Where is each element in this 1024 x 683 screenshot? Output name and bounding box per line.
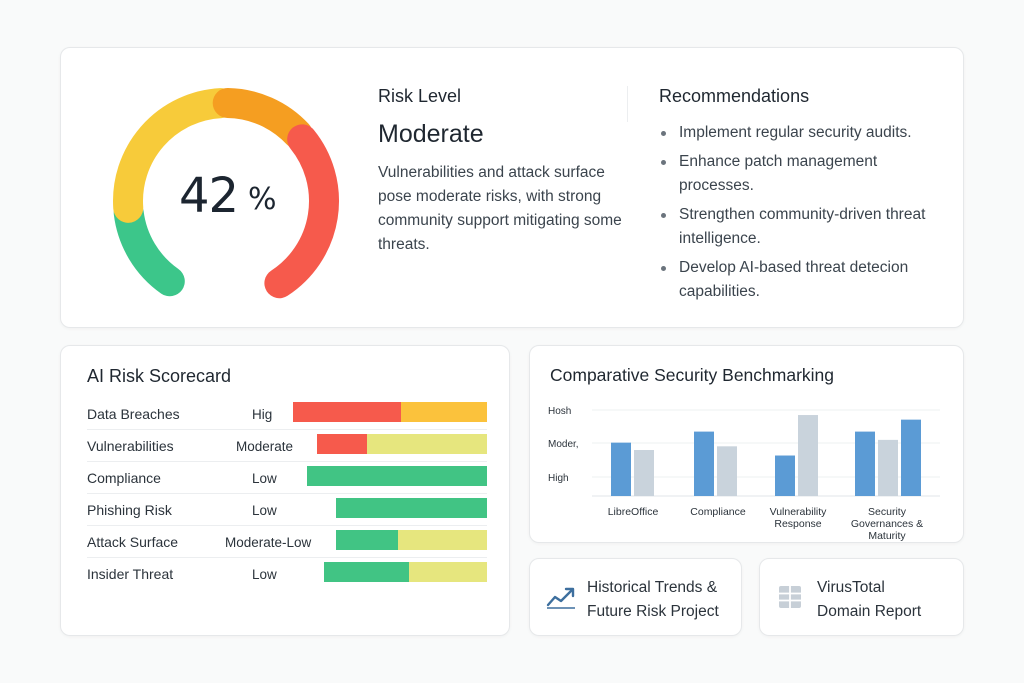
x-tick-label: Governances & xyxy=(851,518,923,530)
bar xyxy=(901,419,921,496)
bar-segment-green xyxy=(336,498,487,518)
recommendation-item: Implement regular security audits. xyxy=(659,121,949,145)
x-tick-label: Maturity xyxy=(868,530,906,542)
x-tick-label: Compliance xyxy=(690,506,746,518)
row-label: Compliance xyxy=(87,470,161,486)
benchmark-title: Comparative Security Benchmarking xyxy=(550,365,835,385)
ai-risk-scorecard: AI Risk Scorecard Data Breaches Hig Vuln… xyxy=(60,345,510,636)
x-tick-label: Security xyxy=(868,506,907,518)
tile-label-line: Domain Report xyxy=(817,603,922,620)
row-level: Moderate-Low xyxy=(225,535,312,550)
bar-segment-yellow xyxy=(409,562,487,582)
row-label: Vulnerabilities xyxy=(87,438,174,454)
row-label: Phishing Risk xyxy=(87,502,172,518)
scorecard-row-phishing-risk[interactable]: Phishing Risk Low xyxy=(87,494,487,526)
tile-label-line: Future Risk Project xyxy=(587,603,719,620)
virustotal-tile[interactable]: VirusTotal Domain Report xyxy=(759,558,964,636)
x-tick-label: LibreOffice xyxy=(608,506,659,518)
scorecard-row-compliance[interactable]: Compliance Low xyxy=(87,462,487,494)
x-tick-label: Response xyxy=(774,518,821,530)
bar-segment-green xyxy=(336,530,398,550)
benchmark-card: Comparative Security Benchmarking Hosh Mo… xyxy=(529,345,964,543)
bar xyxy=(798,415,818,496)
gauge-segment xyxy=(113,197,185,297)
gauge-segment xyxy=(264,124,339,299)
risk-bar xyxy=(336,530,487,550)
bar xyxy=(611,442,631,496)
grid-report-icon xyxy=(779,586,801,608)
benchmark-chart: Hosh Moder, High LibreOffice Compliance Vulne… xyxy=(548,406,940,542)
trend-chart-icon xyxy=(546,587,575,609)
bar-segment-yellow xyxy=(367,434,487,454)
y-tick-label: Hosh xyxy=(548,406,571,417)
bar-segment-green xyxy=(324,562,409,582)
y-tick-label: Moder, xyxy=(548,439,579,450)
recommendation-item: Enhance patch management processes. xyxy=(659,150,949,198)
row-level: Low xyxy=(252,567,277,582)
bar-segment-green xyxy=(307,466,487,486)
bar-segment-orange xyxy=(401,402,487,422)
bar xyxy=(717,446,737,496)
row-level: Hig xyxy=(252,407,273,422)
row-level: Moderate xyxy=(236,439,294,454)
risk-bar xyxy=(307,466,487,486)
risk-summary-card: 42 % Risk Level Moderate Vulnerabilities… xyxy=(60,47,964,328)
row-label: Data Breaches xyxy=(87,406,180,422)
row-level: Low xyxy=(252,503,277,518)
scorecard-row-attack-surface[interactable]: Attack Surface Moderate-Low xyxy=(87,526,487,558)
gauge-unit: % xyxy=(248,182,277,217)
tile-label: VirusTotal Domain Report xyxy=(817,576,921,624)
gauge-segment xyxy=(113,88,236,223)
risk-bar xyxy=(293,402,487,422)
tile-label-line: Historical Trends & xyxy=(587,579,718,596)
bar xyxy=(694,431,714,496)
risk-description: Vulnerabilities and attack surface pose … xyxy=(378,164,622,253)
x-tick-label: Vulnerability xyxy=(770,506,828,518)
recommendation-item: Develop AI-based threat detecion capabil… xyxy=(659,256,949,304)
bar-segment-yellow xyxy=(398,530,487,550)
tile-label: Historical Trends & Future Risk Project xyxy=(587,576,719,624)
recommendations-title: Recommendations xyxy=(659,86,810,106)
y-tick-label: High xyxy=(548,473,569,484)
row-label: Attack Surface xyxy=(87,534,179,550)
gauge-value: 42 xyxy=(179,168,239,224)
historical-trends-tile[interactable]: Historical Trends & Future Risk Project xyxy=(529,558,742,636)
bar xyxy=(634,450,654,496)
bar xyxy=(855,431,875,496)
recommendations-list: Implement regular security audits. Enhan… xyxy=(659,121,949,309)
gauge-segment xyxy=(212,88,313,150)
row-label: Insider Threat xyxy=(87,566,174,582)
scorecard-row-vulnerabilities[interactable]: Vulnerabilities Moderate xyxy=(87,430,487,462)
bar-segment-red xyxy=(293,402,401,422)
risk-level-value: Moderate xyxy=(378,120,484,148)
divider xyxy=(627,86,628,122)
scorecard-row-data-breaches[interactable]: Data Breaches Hig xyxy=(87,398,487,430)
bar xyxy=(775,455,795,496)
scorecard-title: AI Risk Scorecard xyxy=(87,366,232,386)
risk-level-label: Risk Level xyxy=(378,86,462,106)
risk-bar xyxy=(336,498,487,518)
risk-bar xyxy=(324,562,487,582)
bar xyxy=(878,439,898,496)
row-level: Low xyxy=(252,471,277,486)
risk-bar xyxy=(317,434,487,454)
bar-segment-red xyxy=(317,434,367,454)
recommendation-item: Strengthen community-driven threat intel… xyxy=(659,203,949,251)
tile-label-line: VirusTotal xyxy=(817,579,885,596)
scorecard-row-insider-threat[interactable]: Insider Threat Low xyxy=(87,558,487,590)
risk-gauge xyxy=(113,88,339,299)
